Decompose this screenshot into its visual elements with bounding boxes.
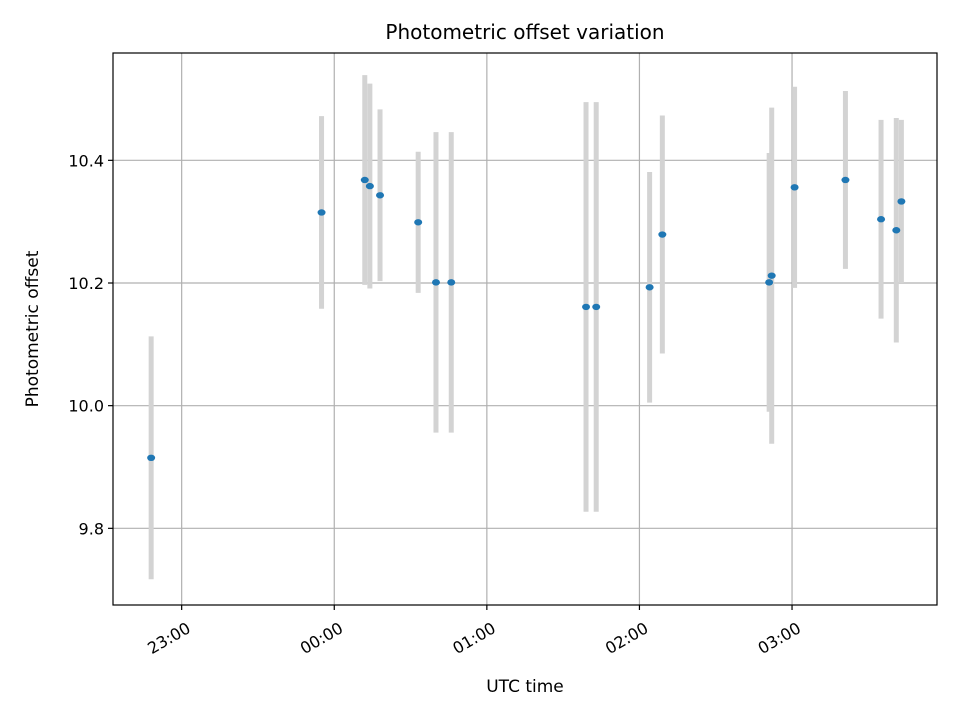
y-axis-ticks: 9.8 10.0 10.2 10.4 [68,151,113,538]
data-point [431,279,440,286]
data-point [897,198,906,205]
data-point [790,184,799,191]
data-point [767,272,776,279]
data-point [658,231,667,238]
data-point [582,303,591,311]
data-point [841,176,850,184]
data-point [892,227,901,234]
y-tick-label: 10.2 [68,274,104,293]
data-point [877,216,886,223]
y-tick-label: 10.4 [68,151,104,170]
chart-title: Photometric offset variation [385,20,664,44]
data-point [365,182,374,190]
grid-lines [113,53,937,605]
data-point [360,176,369,184]
data-point [645,284,654,291]
data-point [414,219,423,226]
data-point [592,303,601,311]
data-point [317,209,326,216]
data-point [765,279,774,286]
data-point [376,192,385,199]
y-axis-label: Photometric offset [23,250,43,407]
data-point [147,454,156,461]
y-tick-label: 10.0 [68,397,104,416]
plot-frame [112,52,938,606]
data-point [447,279,456,286]
y-tick-label: 9.8 [79,519,104,538]
x-axis-label: UTC time [486,677,564,697]
data-points [147,176,906,461]
